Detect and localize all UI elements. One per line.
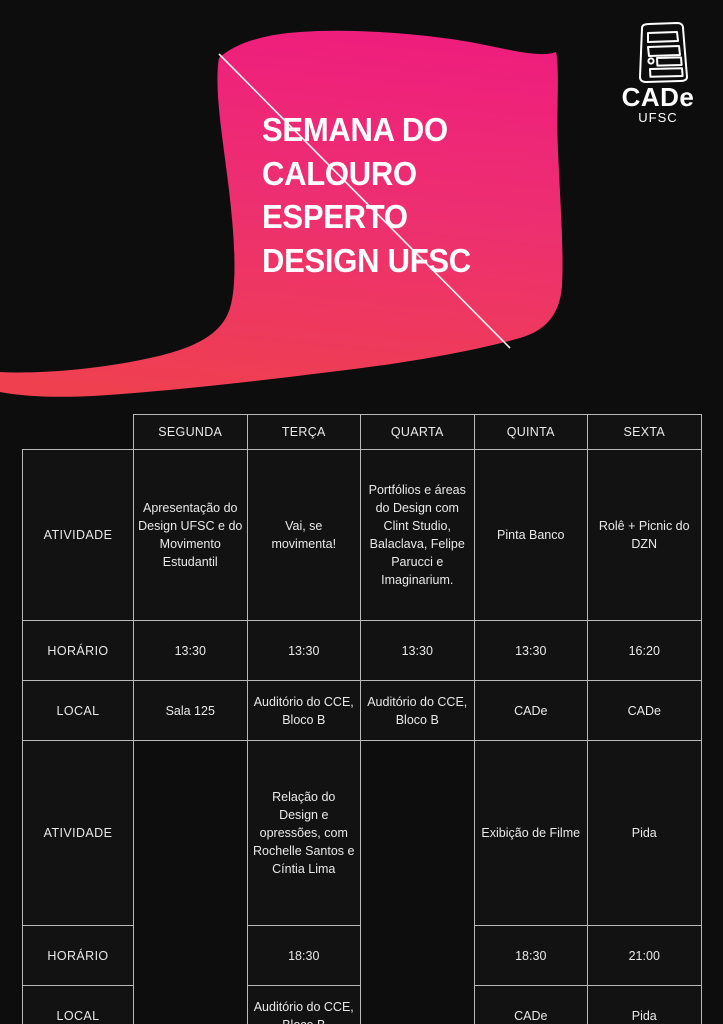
day-header-terca: TERÇA xyxy=(246,413,361,451)
day-header-quarta: QUARTA xyxy=(360,413,475,451)
cell-local1-quinta: CADe xyxy=(473,680,588,742)
cell-horario2-sexta: 21:00 xyxy=(587,925,702,987)
cell-atividade1-terca: Vai, se movimenta! xyxy=(246,449,361,622)
row-label-local-2: LOCAL xyxy=(22,985,134,1024)
cell-horario1-sexta: 16:20 xyxy=(587,620,702,682)
table-header-row: SEGUNDA TERÇA QUARTA QUINTA SEXTA xyxy=(23,413,702,451)
table-row-horario-1: HORÁRIO 13:30 13:30 13:30 13:30 16:20 xyxy=(22,620,702,682)
cell-horario2-terca: 18:30 xyxy=(246,925,361,987)
cell-atividade1-segunda: Apresentação do Design UFSC e do Movimen… xyxy=(133,449,248,622)
computer-tower-icon: CADe UFSC xyxy=(622,22,695,125)
cell-horario2-segunda xyxy=(134,926,248,986)
day-header-quinta: QUINTA xyxy=(473,413,588,451)
diagonal-accent-line xyxy=(218,53,511,349)
cell-atividade2-terca: Relação do Design e opressões, com Roche… xyxy=(246,740,361,927)
day-header-sexta: SEXTA xyxy=(587,413,702,451)
cell-local1-quarta: Auditório do CCE, Bloco B xyxy=(360,680,475,742)
cell-atividade2-quinta: Exibição de Filme xyxy=(473,740,588,927)
logo-subtitle: UFSC xyxy=(638,110,677,125)
cell-atividade1-sexta: Rolê + Picnic do DZN xyxy=(587,449,702,622)
table-row-atividade-1: ATIVIDADE Apresentação do Design UFSC e … xyxy=(22,449,702,622)
cell-local2-quinta: CADe xyxy=(473,985,588,1024)
cell-local2-sexta: Pida xyxy=(587,985,702,1024)
header-corner-cell xyxy=(23,415,134,450)
cell-horario1-terca: 13:30 xyxy=(246,620,361,682)
row-label-atividade-2: ATIVIDADE xyxy=(22,740,134,927)
cell-atividade2-sexta: Pida xyxy=(587,740,702,927)
cell-atividade1-quinta: Pinta Banco xyxy=(473,449,588,622)
cell-local1-sexta: CADe xyxy=(587,680,702,742)
cell-horario1-segunda: 13:30 xyxy=(133,620,248,682)
cell-horario2-quinta: 18:30 xyxy=(473,925,588,987)
cell-horario1-quinta: 13:30 xyxy=(473,620,588,682)
cell-local2-terca: Auditório do CCE, Bloco B xyxy=(246,985,361,1024)
cell-atividade2-segunda xyxy=(134,741,248,926)
schedule-table: SEGUNDA TERÇA QUARTA QUINTA SEXTA ATIVID… xyxy=(22,413,702,1024)
cell-local1-terca: Auditório do CCE, Bloco B xyxy=(246,680,361,742)
cell-horario1-quarta: 13:30 xyxy=(360,620,475,682)
pink-blob-shape xyxy=(0,30,563,397)
cade-logo: CADe UFSC xyxy=(615,16,701,128)
logo-wordmark: CADe xyxy=(622,82,695,112)
cell-local1-segunda: Sala 125 xyxy=(133,680,248,742)
cell-local2-segunda xyxy=(134,986,248,1024)
cell-horario2-quarta xyxy=(361,926,475,986)
table-row-local-2: LOCAL Auditório do CCE, Bloco B CADe Pid… xyxy=(22,985,702,1024)
table-row-local-1: LOCAL Sala 125 Auditório do CCE, Bloco B… xyxy=(22,680,702,742)
row-label-horario-1: HORÁRIO xyxy=(22,620,134,682)
cell-atividade2-quarta xyxy=(361,741,475,926)
row-label-local-1: LOCAL xyxy=(22,680,134,742)
cell-atividade1-quarta: Portfólios e áreas do Design com Clint S… xyxy=(360,449,475,622)
row-label-atividade-1: ATIVIDADE xyxy=(22,449,134,622)
table-row-atividade-2: ATIVIDADE Relação do Design e opressões,… xyxy=(22,740,702,927)
cell-local2-quarta xyxy=(361,986,475,1024)
table-row-horario-2: HORÁRIO 18:30 18:30 21:00 xyxy=(22,925,702,987)
day-header-segunda: SEGUNDA xyxy=(133,413,248,451)
row-label-horario-2: HORÁRIO xyxy=(22,925,134,987)
